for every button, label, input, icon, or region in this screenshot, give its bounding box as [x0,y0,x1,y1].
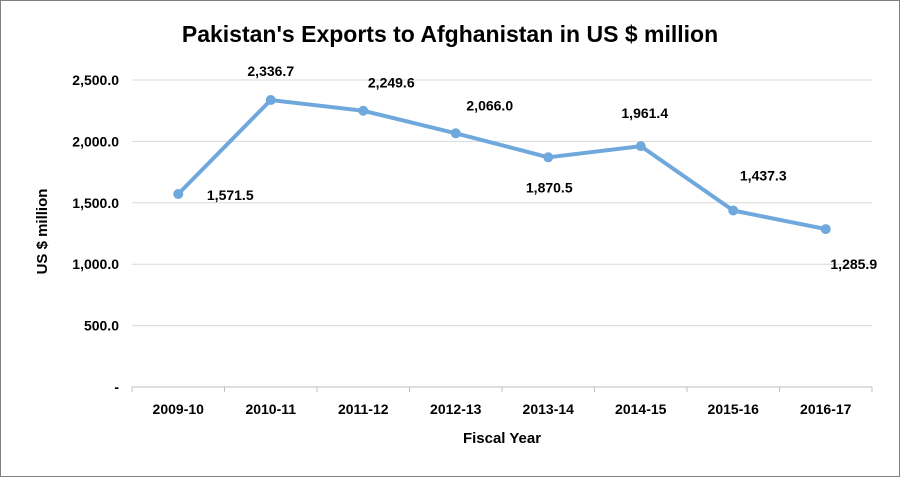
x-tick-label: 2015-16 [708,401,760,417]
data-point [358,105,369,116]
x-tick-label: 2010-11 [245,401,296,417]
y-tick-label: 1,500.0 [72,195,119,211]
data-point [635,141,646,152]
data-label: 2,249.6 [368,75,415,91]
x-tick-label: 2012-13 [430,401,482,417]
series-line [176,98,828,232]
y-tick-label: - [114,379,119,395]
data-point [820,224,831,235]
y-axis-title: US $ million [34,189,51,275]
x-tick-label: 2014-15 [615,401,667,417]
y-tick-label: 2,500.0 [72,72,119,88]
data-labels: 1,571.5 2,336.7 2,249.6 2,066.0 1,870.5 1,961… [207,63,877,272]
chart-title: Pakistan's Exports to Afghanistan in US … [181,21,719,47]
x-tick-label: 2009-10 [153,401,205,417]
data-point [543,152,554,163]
axes: - 500.0 1,000.0 1,500.0 2,000.0 2,500.0 2009-1… [72,72,873,417]
data-label: 1,870.5 [526,179,573,195]
data-label: 1,285.9 [830,256,877,272]
series [173,95,831,235]
data-point [265,95,276,106]
x-tick-label: 2016-17 [800,401,852,417]
data-label: 2,336.7 [247,63,294,79]
data-point [728,205,739,216]
data-point [173,189,184,200]
y-tick-label: 2,000.0 [72,133,119,149]
data-label: 2,066.0 [466,97,513,113]
y-tick-label: 1,000.0 [72,256,119,272]
gridlines [132,79,872,327]
data-label: 1,571.5 [207,187,254,203]
data-point [450,128,461,139]
x-tick-label: 2011-12 [338,401,389,417]
data-label: 1,437.3 [740,167,787,183]
x-tick-label: 2013-14 [523,401,575,417]
x-axis-title: Fiscal Year [463,430,541,447]
data-label: 1,961.4 [621,105,668,121]
y-tick-label: 500.0 [84,318,119,334]
